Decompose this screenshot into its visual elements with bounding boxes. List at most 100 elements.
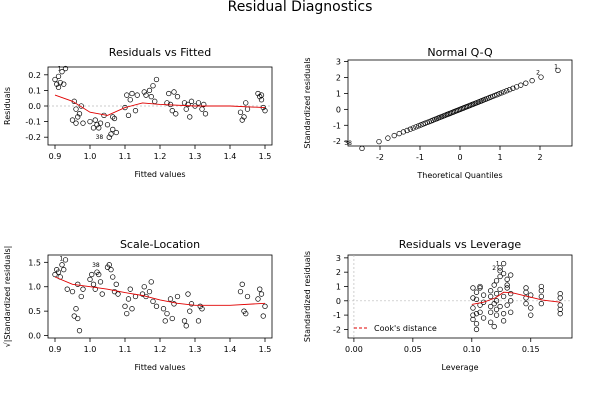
sl-point [195, 318, 202, 324]
rvl-point-label: 1 [496, 261, 500, 268]
sl-point [139, 291, 146, 297]
sl-title: Scale-Location [120, 238, 200, 251]
sl-point [169, 315, 175, 322]
rvf-point [166, 90, 172, 97]
sl-point [87, 276, 93, 283]
rvl-point [508, 290, 514, 297]
rvf-point [146, 87, 153, 94]
rvl-point [488, 293, 494, 300]
qq-xtick-label: 1 [497, 153, 502, 162]
rvl-legend-label: Cook's distance [374, 324, 437, 333]
rvf-point [187, 114, 193, 120]
rvl-point [480, 315, 487, 321]
qq-xtick-label: 0 [457, 153, 462, 162]
sl-xtick-label: 1.1 [119, 345, 132, 354]
rvl-point [470, 305, 476, 311]
sl-point [243, 310, 249, 317]
sl-xtick-label: 1.0 [84, 345, 97, 354]
rvl-point [497, 273, 503, 280]
sl-point [257, 286, 263, 292]
sl-point [92, 286, 98, 292]
rvf-point [96, 125, 102, 131]
sl-point-label: 38 [92, 262, 100, 269]
rvf-point [243, 100, 249, 106]
rvl-point [497, 303, 503, 310]
rvl-point [500, 270, 507, 277]
qq-point [507, 86, 513, 93]
sl-point [122, 303, 128, 309]
rvl-point [497, 268, 503, 274]
rvl-point [493, 298, 500, 304]
sl-point [260, 313, 266, 319]
sl-smooth-line [54, 276, 266, 306]
rvf-point [132, 108, 139, 114]
rvl-xlabel: Leverage [441, 363, 478, 372]
rvl-point [488, 288, 494, 294]
rvl-point [538, 293, 544, 300]
rvf-point [141, 89, 147, 95]
sl-point [174, 293, 181, 300]
sl-point [167, 296, 174, 302]
rvf-ytick-label: -0.2 [25, 133, 41, 142]
rvl-ytick-label: 1 [336, 282, 341, 291]
rvf-point [78, 103, 84, 109]
sl-point [141, 284, 147, 290]
rvf-ytick-label: 0.0 [28, 102, 41, 111]
sl-ytick-label: 0.5 [28, 307, 41, 316]
rvl-point [477, 309, 483, 315]
rvl-xtick-label: 0.10 [463, 345, 481, 354]
sl-point-label: 1 [59, 255, 63, 262]
sl-point [171, 301, 177, 307]
rvl-point [491, 301, 497, 307]
rvl-title: Residuals vs Leverage [399, 238, 522, 251]
rvl-point [480, 292, 487, 298]
rvf-point [262, 108, 268, 114]
sl-point [258, 291, 265, 297]
rvl-point [493, 312, 500, 318]
rvl-ylabel: Standardized residuals [303, 251, 312, 342]
sl-point [52, 271, 58, 278]
rvf-point [134, 92, 140, 98]
rvf-point [125, 112, 132, 119]
sl-frame [47, 254, 273, 339]
sl-point [150, 298, 156, 305]
rvl-ytick-label: 3 [336, 254, 341, 263]
sl-point [76, 328, 83, 334]
rvl-ytick-label: -1 [333, 311, 341, 320]
sl-point [164, 310, 170, 317]
sl-point [75, 315, 81, 322]
rvl-point [473, 289, 480, 295]
qq-point [410, 125, 416, 131]
sl-xtick-label: 1.3 [189, 345, 202, 354]
qq-point [529, 78, 535, 84]
rvf-xtick-label: 1.3 [189, 152, 202, 161]
qq-point-label: 2 [536, 70, 540, 77]
rvf-point [239, 117, 245, 123]
rvf-point [129, 90, 135, 97]
rvl-point [493, 306, 500, 313]
rvl-point [497, 286, 503, 292]
rvf-point [195, 100, 202, 106]
rvf-xlabel: Fitted values [134, 170, 185, 179]
sl-ytick-label: 1.5 [28, 258, 41, 267]
sl-point [146, 288, 153, 295]
qq-ytick-label: 1 [336, 89, 341, 98]
rvf-point [143, 92, 149, 98]
rvl-ytick-label: 0 [336, 297, 341, 306]
rvf-point [113, 129, 119, 136]
rvf-point [94, 122, 100, 128]
sl-point [69, 288, 76, 295]
sl-point [125, 296, 132, 302]
rvf-point [150, 83, 156, 89]
rvf-point [255, 90, 261, 97]
rvl-point [508, 309, 514, 315]
sl-point [262, 303, 268, 309]
rvf-point [110, 114, 116, 120]
rvl-point [528, 305, 534, 311]
rvl-point-label: 2 [492, 265, 496, 272]
sl-ytick-label: 1.0 [28, 283, 41, 292]
rvf-xtick-label: 1.4 [224, 152, 237, 161]
rvl-point [523, 301, 529, 307]
rvf-point [110, 126, 116, 133]
rvf-point [111, 115, 118, 122]
